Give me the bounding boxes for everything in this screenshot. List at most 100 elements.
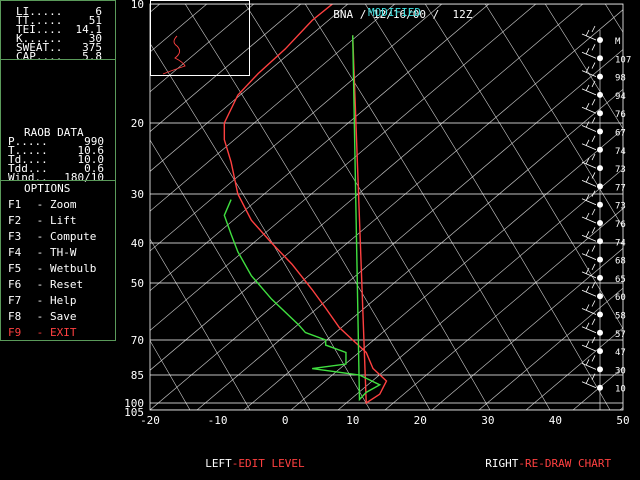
x-tick-label: 10 [346,414,359,427]
option-th-w[interactable]: TH-W [50,246,77,259]
wind-level-label: 67 [615,129,626,139]
raob-label: Td.... [8,153,48,166]
wind-barb [581,62,597,77]
option-key-f4[interactable]: F4 [8,246,22,259]
isotherm-line [196,49,623,410]
index-label: TEI.... [16,23,63,36]
isotherm-line [525,327,623,410]
wind-level-dot [597,37,603,43]
date: 12/16/00 [373,8,426,21]
time: 12Z [452,8,473,21]
station: BNA [333,8,354,21]
option-sep: - [30,214,50,227]
y-tick-label: 10 [131,0,144,11]
dry-adiabat-line [150,139,311,410]
option-wetbulb[interactable]: Wetbulb [50,262,97,275]
option-sep: - [30,294,50,307]
option-zoom[interactable]: Zoom [50,198,77,211]
option-lift[interactable]: Lift [50,214,77,227]
wind-barb [581,318,597,334]
option-sep: - [30,326,50,339]
option-help[interactable]: Help [50,294,77,307]
isotherm-line [150,4,584,371]
wind-level-label: 58 [615,312,626,322]
wind-level-dot [597,110,603,117]
raob-label: Wind.. [8,171,48,184]
wind-level-label: 65 [615,275,626,285]
option-key-f9[interactable]: F9 [8,326,22,339]
x-tick-label: 50 [616,414,629,427]
option-key-f7[interactable]: F7 [8,294,22,307]
wind-level-dot [597,128,603,135]
wind-level-label: 74 [615,147,626,157]
option-key-f1[interactable]: F1 [8,198,22,211]
y-tick-label: 85 [131,369,144,382]
option-key-f3[interactable]: F3 [8,230,22,243]
wind-barb [581,153,597,169]
wind-barb [581,117,597,132]
wind-level-label: 60 [615,293,626,303]
index-label: TT..... [16,14,63,27]
option-reset[interactable]: Reset [50,278,84,291]
isotherm-line [150,9,623,410]
x-tick-label: 30 [481,414,494,427]
isotherm-line [150,4,490,292]
index-value: 6 [95,5,102,18]
dry-adiabat-line [424,4,623,330]
option-key-f6[interactable]: F6 [8,278,22,291]
option-key-f8[interactable]: F8 [8,310,22,323]
dry-adiabat-line [244,4,491,410]
options-panel [0,180,116,341]
isotherm-line [150,4,396,212]
wind-level-dot [597,201,603,208]
option-exit[interactable]: EXIT [50,326,77,339]
isotherm-line [384,208,623,410]
wind-level-dot [597,256,603,263]
x-tick-label: -10 [208,414,228,427]
wind-barb [581,227,597,242]
wind-level-label: 68 [615,257,626,267]
wind-level-dot [597,146,603,153]
wind-level-dot [597,91,603,98]
footer-right[interactable]: RIGHT-RE-DRAW CHART [472,447,611,469]
wind-barb [581,25,597,41]
wind-level-label: 76 [615,220,626,230]
wind-level-dot [597,55,603,62]
y-tick-label: 30 [131,188,144,201]
option-sep: - [30,262,50,275]
x-tick-label: 0 [282,414,289,427]
raob-value: 180/10 [64,171,104,184]
plot-area [150,4,623,410]
profile-line-1 [223,35,382,402]
wind-level-dot [597,384,603,391]
footer-left[interactable]: LEFT-EDIT LEVEL [192,447,305,470]
option-key-f2[interactable]: F2 [8,214,22,227]
option-sep: - [30,310,50,323]
options-title: OPTIONS [24,182,71,195]
plot-frame [149,3,624,411]
raob-label: P..... [8,135,48,148]
footer-left-action: -EDIT LEVEL [231,457,305,470]
wind-barb [581,373,597,389]
wind-level-label: 47 [615,348,626,358]
header-title: BNA / 12/16/00 / 12Z [333,8,473,21]
option-key-f5[interactable]: F5 [8,262,22,275]
footer-right-action: -RE-DRAW CHART [518,457,612,470]
wind-barb [581,44,597,59]
wind-level-label: 30 [615,366,626,376]
wind-barb [581,80,597,96]
option-compute[interactable]: Compute [50,230,97,243]
wind-level-dot [597,293,603,300]
option-save[interactable]: Save [50,310,77,323]
option-sep: - [30,230,50,243]
wind-level-dot [597,165,603,172]
dry-adiabat-line [150,340,191,410]
wind-barb [581,190,597,206]
index-label: CAP.... [16,50,63,63]
wind-barb [581,99,597,114]
dry-adiabat-line [544,4,623,130]
y-tick-label: 50 [131,277,144,290]
wind-level-label: M [615,37,621,47]
wind-level-label: 57 [615,330,626,340]
